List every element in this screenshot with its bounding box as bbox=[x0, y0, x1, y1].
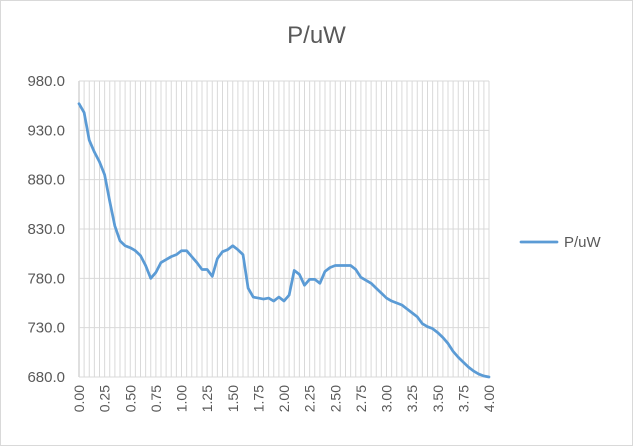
legend: P/uW bbox=[519, 234, 602, 251]
y-tick-label: 930.0 bbox=[27, 122, 65, 139]
x-tick-label: 0.75 bbox=[148, 385, 164, 412]
x-tick-label: 2.75 bbox=[353, 385, 369, 412]
x-tick-label: 2.50 bbox=[327, 385, 343, 412]
horizontal-gridlines bbox=[79, 80, 489, 378]
x-tick-label: 3.00 bbox=[379, 385, 395, 412]
y-axis-tick-labels: 680.0 730.0 780.0 830.0 880.0 930.0 980.0 bbox=[27, 73, 65, 386]
y-tick-label: 780.0 bbox=[27, 270, 65, 287]
x-tick-label: 1.25 bbox=[199, 385, 215, 412]
x-tick-label: 0.00 bbox=[71, 385, 87, 412]
series-line bbox=[77, 102, 491, 379]
x-tick-label: 2.25 bbox=[302, 385, 318, 412]
y-tick-label: 730.0 bbox=[27, 320, 65, 337]
x-tick-label: 1.00 bbox=[174, 385, 190, 412]
y-tick-label: 830.0 bbox=[27, 221, 65, 238]
x-tick-label: 2.00 bbox=[276, 385, 292, 412]
chart-title: P/uW bbox=[287, 22, 346, 49]
x-tick-label: 0.25 bbox=[97, 385, 113, 412]
x-tick-label: 3.25 bbox=[404, 385, 420, 412]
x-tick-label: 4.00 bbox=[481, 385, 497, 412]
y-tick-label: 980.0 bbox=[27, 73, 65, 90]
x-tick-label: 3.75 bbox=[455, 385, 471, 412]
x-tick-label: 1.50 bbox=[225, 385, 241, 412]
y-tick-label: 880.0 bbox=[27, 172, 65, 189]
x-tick-label: 1.75 bbox=[250, 385, 266, 412]
y-tick-label: 680.0 bbox=[27, 369, 65, 386]
series-layer bbox=[77, 102, 491, 379]
legend-label: P/uW bbox=[564, 234, 602, 251]
x-tick-label: 3.50 bbox=[430, 385, 446, 412]
x-tick-label: 0.50 bbox=[122, 385, 138, 412]
x-axis-tick-labels: 0.00 0.25 0.50 0.75 1.00 1.25 1.50 1.75 2.00 2.25… bbox=[71, 385, 497, 412]
